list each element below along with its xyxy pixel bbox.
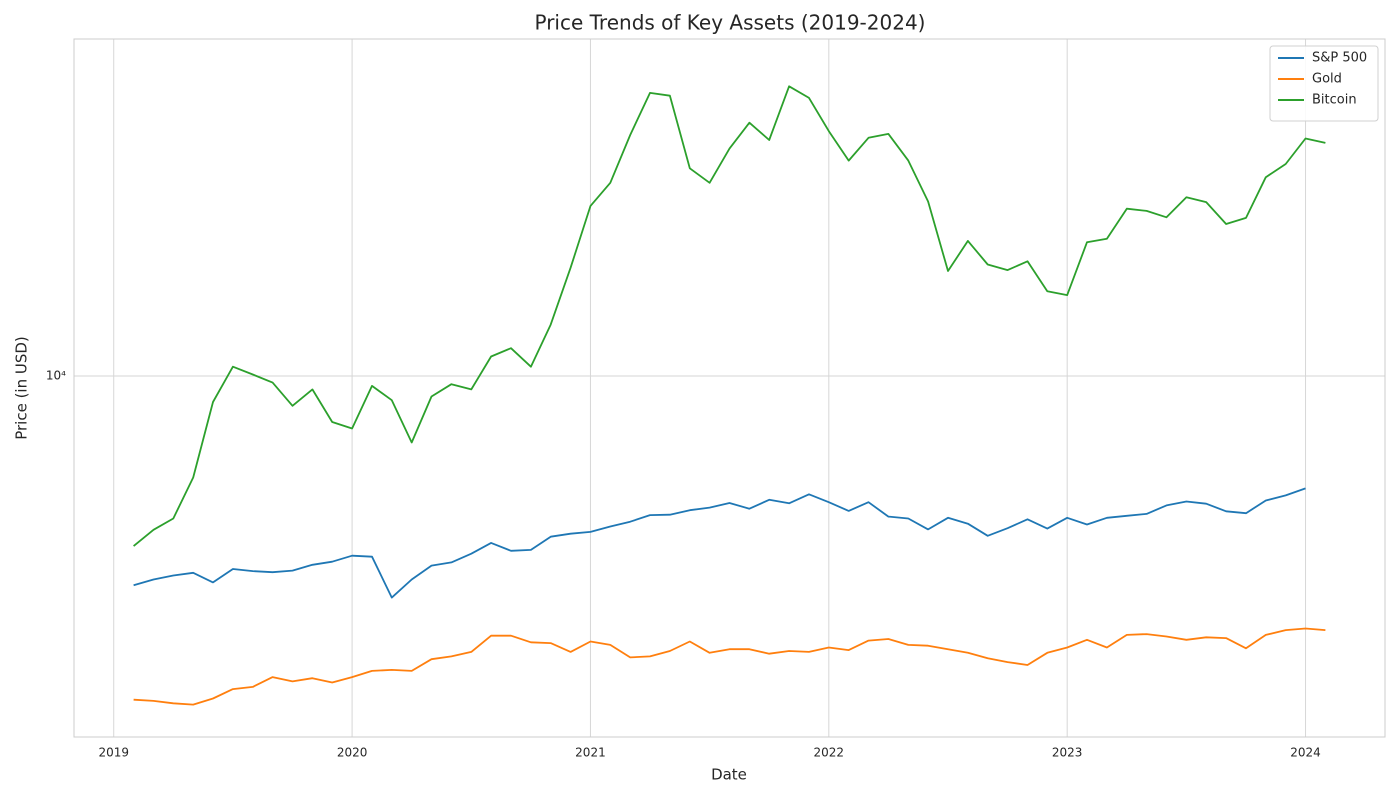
grid [74,39,1385,737]
series-line [133,627,1326,706]
chart-title: Price Trends of Key Assets (2019-2024) [535,11,926,35]
y-axis-label: Price (in USD) [13,336,31,440]
plot-frame [73,38,1386,738]
series-line [133,85,1326,547]
x-axis-label: Date [711,766,747,784]
x-tick-label: 2019 [98,746,129,760]
x-tick-label: 2021 [575,746,606,760]
legend-label: S&P 500 [1312,51,1367,66]
x-tick-label: 2022 [814,746,845,760]
series-line [133,487,1306,599]
y-tick-label: 10⁴ [46,369,66,383]
x-tick-label: 2023 [1052,746,1083,760]
legend: S&P 500 Gold Bitcoin [1269,45,1379,122]
plot-lines [133,85,1326,706]
legend-box [1269,45,1379,122]
x-tick-label: 2024 [1290,746,1321,760]
x-tick-label: 2020 [337,746,368,760]
legend-label: Bitcoin [1312,93,1357,108]
legend-label: Gold [1312,72,1342,87]
